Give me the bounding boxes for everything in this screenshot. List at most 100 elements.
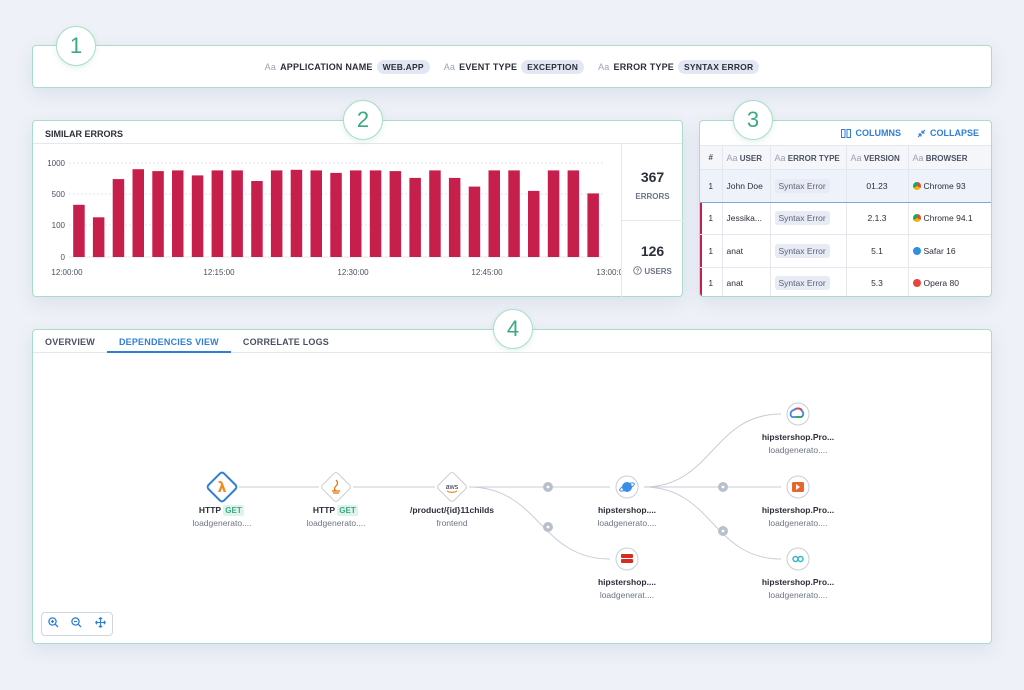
callout-1: 1 (56, 26, 96, 66)
text-type-icon: Aa (598, 62, 610, 72)
graph-node[interactable]: λ HTTP GET loadgenerato.... (192, 471, 252, 528)
graph-node[interactable]: HTTP GET loadgenerato.... (306, 471, 366, 528)
chart-bar[interactable] (587, 193, 599, 257)
cell-browser: Safar 16 (908, 234, 991, 268)
chart-bar[interactable] (429, 170, 441, 257)
chart-bar[interactable] (231, 170, 243, 257)
col-browser-label: BROWSER (925, 153, 968, 163)
tab-correlate-logs[interactable]: CORRELATE LOGS (242, 337, 330, 347)
chart-bar[interactable] (92, 217, 105, 258)
chart-bar[interactable] (369, 170, 382, 257)
filter-label: EVENT TYPE (459, 62, 518, 72)
text-type-icon: Aa (850, 152, 862, 163)
zoom-in-icon[interactable] (48, 617, 59, 631)
chart-bar[interactable] (132, 169, 145, 257)
chart-bar[interactable] (488, 170, 501, 257)
collapse-button[interactable]: COLLAPSE (917, 128, 979, 138)
columns-button[interactable]: COLUMNS (841, 128, 901, 138)
chart-bar[interactable] (310, 170, 323, 257)
filter-error-type[interactable]: Aa ERROR TYPE SYNTAX ERROR (598, 60, 760, 74)
filter-application-name[interactable]: Aa APPLICATION NAME WEB.APP (265, 60, 430, 74)
table-row[interactable]: 1 anat Syntax Error 5.3 Opera 80 (700, 267, 991, 296)
redis-glyph (621, 554, 633, 558)
cell-browser: Opera 80 (908, 267, 991, 296)
stats-column: 367 ERRORS 126 ? USERS (621, 143, 683, 297)
col-user[interactable]: Aa USER (722, 145, 771, 170)
col-error-type-label: ERROR TYPE (787, 153, 840, 163)
chart-bar[interactable] (389, 171, 402, 257)
table-row[interactable]: 1 anat Syntax Error 5.1 Safar 16 (700, 234, 991, 268)
chart-bar[interactable] (528, 190, 540, 257)
chart-bar[interactable] (508, 170, 520, 257)
filter-event-type[interactable]: Aa EVENT TYPE EXCEPTION (443, 60, 585, 74)
chart-bar[interactable] (270, 170, 283, 257)
graph-node[interactable]: hipstershop.Pro... loadgenerato.... (762, 475, 834, 528)
cell-count: 1 (700, 169, 723, 203)
filter-value[interactable]: SYNTAX ERROR (678, 60, 760, 74)
filter-value[interactable]: EXCEPTION (521, 60, 585, 74)
chart-bar[interactable] (567, 170, 580, 257)
chart-bar[interactable] (152, 171, 164, 257)
graph-node[interactable]: aws/product/{id}11childs frontend (410, 471, 494, 528)
edge (643, 413, 782, 488)
node-subtitle: loadgenerat.... (600, 590, 654, 600)
edge-midpoint-core (721, 529, 725, 533)
cell-version: 5.1 (846, 234, 909, 268)
chart-bar[interactable] (468, 186, 481, 257)
chart-bar[interactable] (330, 172, 342, 257)
redis-icon (615, 547, 639, 571)
question-circle-icon[interactable]: ? (633, 266, 642, 275)
gcp-icon (786, 402, 810, 426)
cell-browser: Chrome 93 (908, 169, 991, 203)
chart-bar[interactable] (73, 204, 85, 257)
node-subtitle: loadgenerato.... (597, 518, 656, 528)
browser-label: Chrome 93 (923, 180, 966, 191)
graph-node[interactable]: hipstershop.Pro... loadgenerato.... (762, 402, 834, 455)
cell-count: 1 (700, 267, 723, 296)
text-type-icon: Aa (726, 152, 738, 163)
callout-2: 2 (343, 100, 383, 140)
node-subtitle: loadgenerato.... (768, 590, 827, 600)
aws-smile (446, 490, 458, 494)
chart-bar[interactable] (251, 181, 263, 257)
graph-node[interactable]: hipstershop.... loadgenerato.... (597, 475, 657, 528)
columns-label: COLUMNS (855, 128, 901, 138)
graph-node[interactable]: hipstershop.Pro... loadgenerato.... (762, 547, 834, 600)
divider (622, 220, 683, 221)
chart-bar[interactable] (290, 169, 303, 257)
chart-bar[interactable] (211, 170, 224, 257)
text-type-icon: Aa (443, 62, 456, 72)
table-row[interactable]: 1 John Doe Syntax Error 01.23 Chrome 93 (700, 169, 991, 203)
chart-bar[interactable] (547, 170, 560, 257)
col-version[interactable]: Aa VERSION (846, 145, 909, 170)
node-shape (321, 472, 351, 502)
chart-bar[interactable] (350, 170, 362, 257)
node-shape (786, 402, 810, 426)
col-browser[interactable]: Aa BROWSER (908, 145, 991, 170)
col-error-type[interactable]: Aa ERROR TYPE (770, 145, 847, 170)
aws-glyph: aws (446, 484, 459, 491)
col-count[interactable]: # (700, 145, 723, 170)
browser-label: Safar 16 (923, 245, 956, 256)
filter-value[interactable]: WEB.APP (376, 60, 430, 74)
tab-dependencies-view[interactable]: DEPENDENCIES VIEW (106, 330, 231, 353)
chart-bar[interactable] (191, 175, 204, 257)
text-type-icon: Aa (264, 62, 277, 72)
chart-bar[interactable] (172, 170, 184, 257)
chrome-icon (912, 214, 921, 223)
chart-bar[interactable] (448, 177, 461, 257)
tab-bar: OVERVIEW DEPENDENCIES VIEW CORRELATE LOG… (33, 330, 991, 353)
dependencies-panel: OVERVIEW DEPENDENCIES VIEW CORRELATE LOG… (32, 329, 992, 644)
node-subtitle: frontend (436, 518, 467, 528)
chart-bar[interactable] (112, 179, 125, 257)
chart-bar[interactable] (409, 177, 421, 257)
edge-midpoint-core (546, 525, 550, 529)
graph-node[interactable]: hipstershop.... loadgenerat.... (598, 547, 656, 600)
zoom-out-icon[interactable] (71, 617, 82, 631)
node-title: hipstershop.Pro... (762, 432, 834, 442)
table-row[interactable]: 1 Jessika... Syntax Error 2.1.3 Chrome 94.1 (700, 202, 991, 235)
move-icon[interactable] (94, 617, 106, 631)
tab-overview[interactable]: OVERVIEW (45, 337, 95, 347)
